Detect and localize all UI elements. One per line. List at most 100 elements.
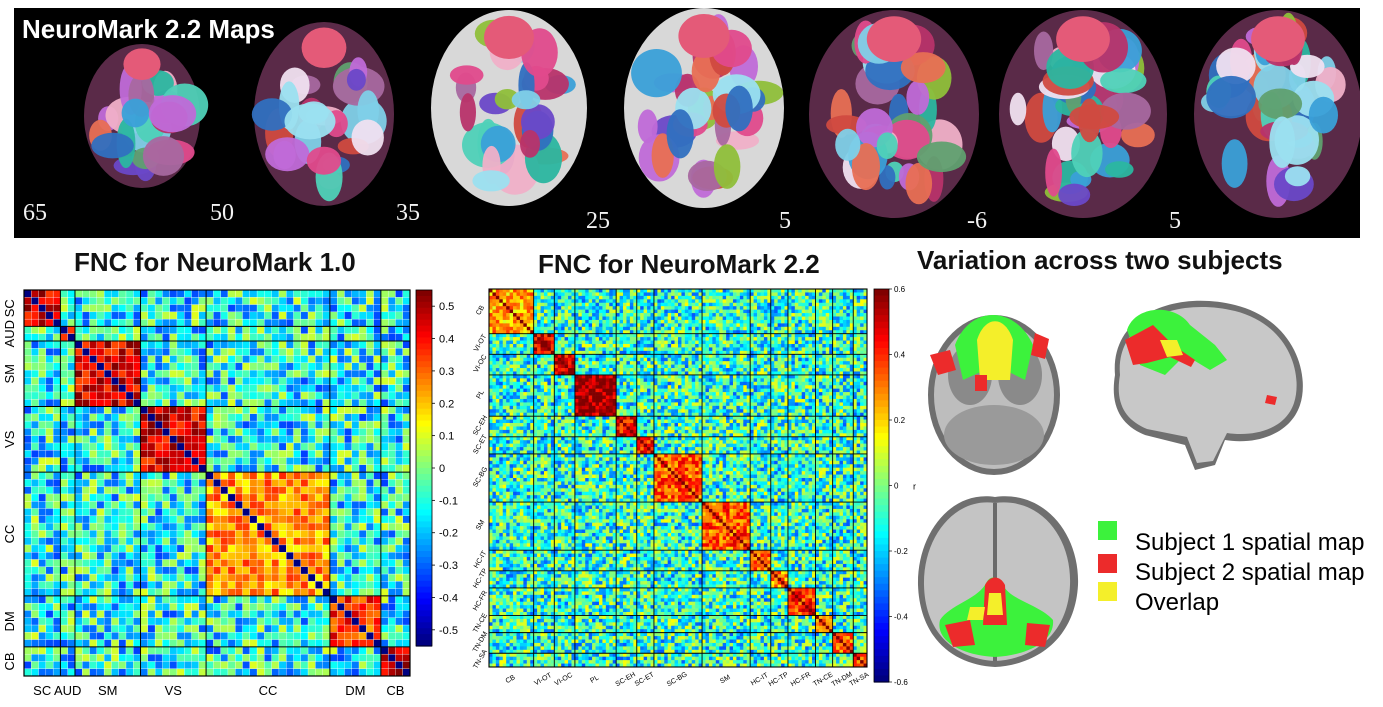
heatmap-cell (176, 646, 185, 655)
heatmap-cell (264, 362, 273, 371)
heatmap-cell (623, 309, 627, 314)
heatmap-cell (643, 319, 648, 324)
heatmap-cell (23, 377, 32, 386)
heatmap-cell (256, 384, 265, 393)
heatmap-cell (344, 530, 353, 539)
heatmap-cell (502, 292, 507, 297)
heatmap-cell (271, 508, 280, 517)
heatmap-cell (31, 559, 40, 568)
heatmap-cell (561, 371, 565, 376)
heatmap-cell (198, 610, 207, 619)
heatmap-cell (633, 402, 638, 407)
heatmap-cell (96, 391, 105, 400)
fnc1-y-label: SM (2, 364, 17, 384)
heatmap-cell (519, 354, 524, 359)
heatmap-cell (256, 595, 265, 604)
heatmap-cell (227, 420, 236, 429)
heatmap-cell (322, 522, 331, 531)
heatmap-cell (133, 369, 142, 378)
heatmap-cell (264, 333, 273, 342)
heatmap-cell (293, 537, 302, 546)
heatmap-cell (373, 420, 382, 429)
heatmap-cell (530, 426, 534, 431)
heatmap-cell (162, 624, 171, 633)
heatmap-cell (286, 668, 294, 677)
heatmap-cell (176, 595, 185, 604)
heatmap-cell (489, 343, 493, 348)
heatmap-cell (554, 433, 559, 438)
heatmap-cell (213, 602, 222, 611)
heatmap-cell (554, 426, 559, 431)
heatmap-cell (387, 311, 396, 320)
heatmap-cell (300, 501, 309, 509)
heatmap-cell (103, 508, 112, 517)
heatmap-cell (387, 566, 396, 575)
heatmap-cell (585, 357, 589, 362)
heatmap-cell (191, 602, 200, 611)
heatmap-cell (509, 433, 514, 438)
heatmap-cell (45, 348, 54, 357)
heatmap-cell (307, 559, 316, 568)
heatmap-cell (147, 464, 156, 473)
heatmap-cell (336, 369, 345, 378)
heatmap-cell (162, 668, 171, 677)
heatmap-cell (133, 377, 142, 386)
heatmap-cell (103, 435, 112, 444)
heatmap-cell (561, 433, 565, 438)
heatmap-cell (519, 440, 524, 444)
heatmap-cell (574, 292, 579, 297)
heatmap-cell (162, 471, 171, 480)
heatmap-cell (227, 610, 236, 619)
heatmap-cell (96, 661, 105, 670)
heatmap-cell (271, 369, 280, 378)
heatmap-cell (227, 304, 236, 313)
heatmap-cell (198, 318, 207, 327)
heatmap-cell (574, 337, 579, 341)
heatmap-cell (550, 440, 555, 444)
heatmap-cell (249, 442, 258, 451)
heatmap-cell (495, 405, 500, 410)
heatmap-cell (499, 292, 504, 297)
heatmap-cell (516, 436, 521, 441)
heatmap-cell (387, 602, 396, 611)
heatmap-cell (523, 295, 528, 300)
heatmap-cell (502, 340, 507, 345)
heatmap-cell (60, 340, 69, 349)
heatmap-cell (213, 617, 222, 626)
heatmap-cell (550, 295, 555, 300)
heatmap-cell (169, 297, 178, 306)
colorbar-tick-label: 0.4 (439, 334, 454, 346)
heatmap-cell (623, 333, 627, 338)
heatmap-cell (623, 350, 627, 355)
heatmap-cell (402, 646, 411, 655)
heatmap-cell (213, 493, 222, 502)
heatmap-cell (249, 653, 258, 662)
heatmap-cell (286, 311, 294, 320)
heatmap-cell (213, 420, 222, 429)
heatmap-cell (184, 450, 192, 458)
heatmap-cell (82, 399, 91, 408)
heatmap-cell (530, 388, 534, 393)
heatmap-cell (574, 412, 579, 417)
heatmap-cell (213, 595, 222, 604)
heatmap-cell (60, 304, 69, 313)
heatmap-cell (492, 292, 497, 297)
heatmap-cell (315, 289, 324, 298)
heatmap-cell (235, 668, 243, 677)
heatmap-cell (213, 457, 222, 466)
heatmap-cell (286, 450, 294, 458)
heatmap-cell (547, 289, 552, 293)
heatmap-cell (605, 340, 610, 345)
heatmap-cell (568, 440, 572, 444)
heatmap-cell (184, 348, 192, 357)
heatmap-cell (506, 337, 510, 341)
heatmap-cell (623, 357, 627, 362)
heatmap-cell (516, 381, 521, 386)
heatmap-cell (554, 419, 559, 424)
heatmap-cell (502, 374, 507, 379)
heatmap-cell (499, 340, 504, 345)
heatmap-cell (220, 501, 229, 509)
heatmap-cell (619, 350, 624, 355)
heatmap-cell (564, 340, 569, 345)
heatmap-cell (235, 515, 243, 524)
